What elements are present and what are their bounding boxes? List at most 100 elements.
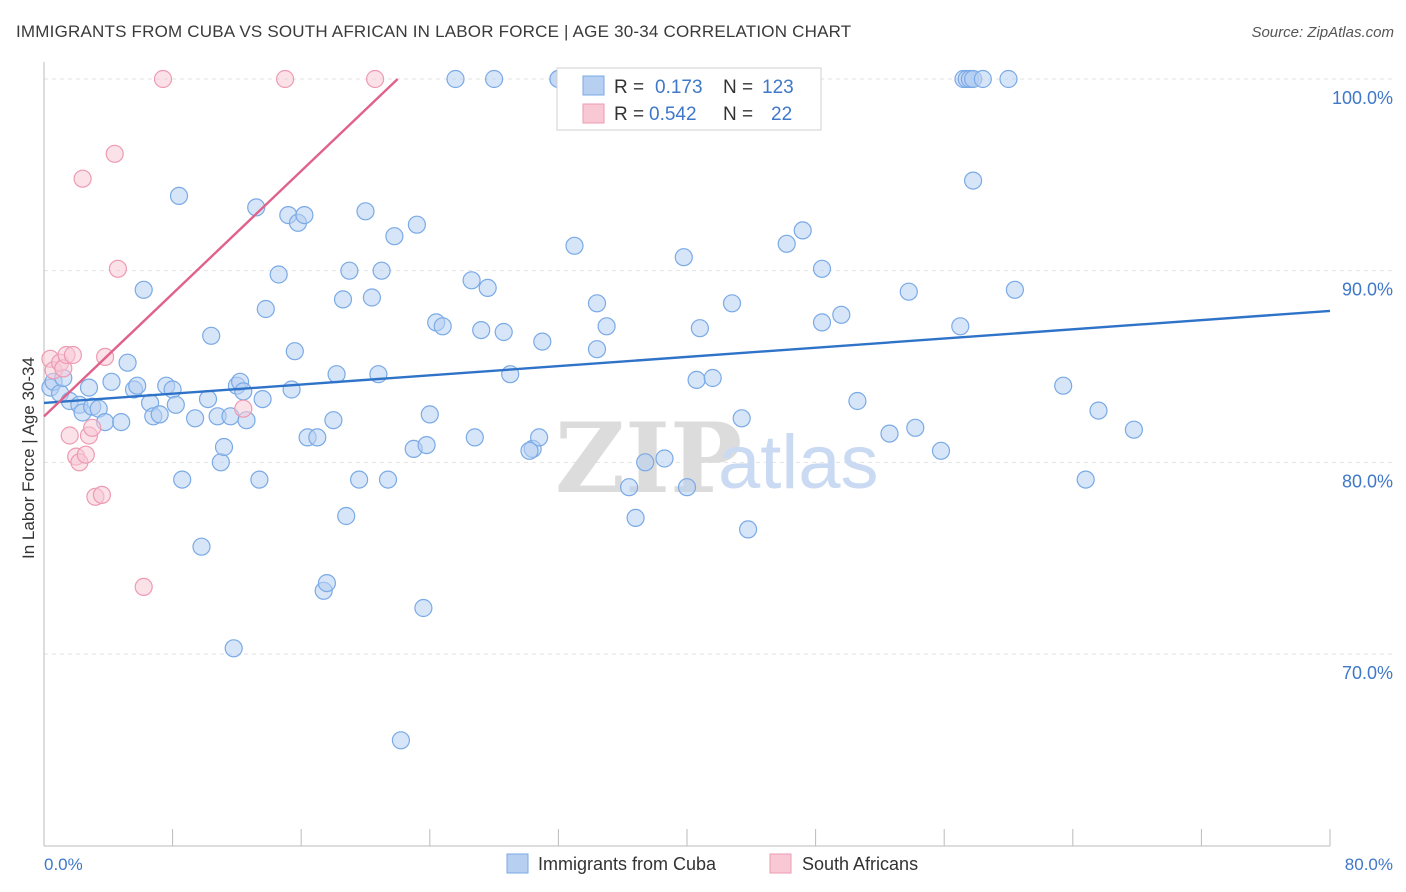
point-cuba-19 bbox=[150, 405, 169, 424]
point-cuba-26 bbox=[192, 537, 211, 556]
point-cuba-117 bbox=[973, 69, 992, 89]
legend-label-south-africans: South Africans bbox=[802, 854, 918, 874]
point-south-africans-5 bbox=[60, 426, 79, 445]
point-cuba-63 bbox=[385, 227, 404, 246]
point-cuba-105 bbox=[832, 305, 851, 324]
point-cuba-47 bbox=[295, 206, 314, 225]
point-cuba-71 bbox=[433, 317, 452, 336]
point-cuba-32 bbox=[224, 639, 243, 658]
point-cuba-54 bbox=[333, 290, 353, 309]
point-cuba-56 bbox=[340, 261, 359, 280]
point-cuba-22 bbox=[166, 395, 185, 414]
point-cuba-99 bbox=[732, 409, 751, 428]
point-cuba-98 bbox=[722, 294, 742, 313]
y-tick-labels: 100.0% 90.0% 80.0% 70.0% bbox=[1332, 88, 1393, 683]
point-south-africans-12 bbox=[83, 418, 102, 437]
point-cuba-31 bbox=[214, 437, 234, 457]
point-cuba-123 bbox=[999, 69, 1018, 89]
point-cuba-110 bbox=[931, 441, 951, 460]
point-south-africans-14 bbox=[92, 485, 112, 504]
point-cuba-109 bbox=[906, 418, 925, 437]
point-cuba-83 bbox=[533, 332, 552, 351]
point-cuba-39 bbox=[250, 470, 269, 489]
point-cuba-76 bbox=[485, 69, 504, 89]
point-south-africans-16 bbox=[105, 144, 124, 163]
point-cuba-89 bbox=[619, 478, 639, 497]
point-cuba-62 bbox=[378, 470, 398, 489]
point-cuba-58 bbox=[356, 202, 375, 221]
stats-r-value-south-africans: 0.542 bbox=[649, 104, 697, 125]
point-cuba-107 bbox=[880, 424, 899, 443]
point-cuba-104 bbox=[812, 313, 832, 332]
point-south-africans-17 bbox=[108, 259, 128, 278]
point-cuba-51 bbox=[308, 428, 327, 447]
legend-swatch-south-africans bbox=[769, 853, 792, 874]
point-cuba-66 bbox=[407, 215, 426, 234]
point-cuba-103 bbox=[812, 259, 832, 278]
x-tick-label-min: 0.0% bbox=[44, 855, 83, 874]
point-cuba-87 bbox=[587, 340, 607, 359]
point-cuba-40 bbox=[253, 390, 272, 409]
point-cuba-112 bbox=[963, 171, 983, 190]
legend-label-cuba: Immigrants from Cuba bbox=[538, 854, 717, 874]
point-cuba-52 bbox=[324, 411, 343, 430]
point-cuba-23 bbox=[173, 470, 192, 489]
point-cuba-86 bbox=[587, 294, 607, 313]
series-legend: Immigrants from Cuba South Africans bbox=[506, 853, 918, 874]
point-cuba-118 bbox=[1005, 280, 1025, 299]
point-cuba-102 bbox=[793, 221, 812, 240]
point-cuba-42 bbox=[269, 265, 288, 284]
point-cuba-88 bbox=[597, 317, 616, 336]
stats-n-label-cuba: N = bbox=[723, 77, 753, 98]
y-tick-label-1: 90.0% bbox=[1342, 280, 1393, 300]
stats-r-label-south-africans: R = bbox=[614, 104, 644, 125]
point-cuba-13 bbox=[118, 353, 137, 372]
point-cuba-12 bbox=[112, 413, 131, 432]
axes bbox=[43, 62, 1331, 847]
data-points bbox=[41, 69, 1144, 750]
y-tick-label-3: 70.0% bbox=[1342, 663, 1393, 683]
point-south-africans-19 bbox=[153, 69, 173, 89]
stats-r-value-cuba: 0.173 bbox=[655, 77, 703, 98]
y-tick-label-2: 80.0% bbox=[1342, 471, 1393, 491]
point-cuba-75 bbox=[478, 278, 497, 297]
point-cuba-25 bbox=[186, 409, 205, 428]
point-cuba-28 bbox=[202, 326, 221, 345]
point-cuba-50 bbox=[317, 573, 336, 593]
stats-n-value-south-africans: 22 bbox=[771, 104, 792, 125]
trend-line-cuba bbox=[43, 309, 1331, 405]
point-south-africans-22 bbox=[366, 69, 385, 89]
point-cuba-101 bbox=[777, 234, 796, 253]
point-cuba-45 bbox=[285, 342, 304, 361]
point-cuba-97 bbox=[703, 368, 722, 388]
point-cuba-73 bbox=[462, 271, 481, 290]
legend-swatch-cuba bbox=[506, 853, 529, 874]
point-cuba-21 bbox=[163, 380, 182, 399]
point-cuba-95 bbox=[687, 370, 706, 389]
point-cuba-108 bbox=[899, 282, 918, 301]
point-cuba-61 bbox=[372, 261, 391, 280]
point-cuba-57 bbox=[350, 470, 369, 489]
source-label: Source: ZipAtlas.com bbox=[1251, 24, 1394, 41]
point-south-africans-21 bbox=[276, 69, 295, 89]
point-south-africans-18 bbox=[134, 577, 153, 597]
stats-legend: R = 0.173 N = 123 R = 0.542 N = 22 bbox=[556, 67, 822, 131]
point-cuba-44 bbox=[282, 380, 301, 399]
point-cuba-7 bbox=[79, 378, 99, 397]
point-cuba-27 bbox=[198, 390, 218, 409]
point-cuba-96 bbox=[690, 319, 710, 338]
point-cuba-41 bbox=[256, 299, 275, 319]
stats-n-label-south-africans: N = bbox=[723, 104, 753, 125]
point-cuba-85 bbox=[565, 236, 584, 255]
y-axis-label: In Labor Force | Age 30-34 bbox=[19, 357, 38, 559]
point-cuba-77 bbox=[472, 321, 491, 340]
point-cuba-36 bbox=[234, 382, 253, 401]
point-cuba-24 bbox=[169, 186, 189, 205]
stats-n-value-cuba: 123 bbox=[762, 77, 794, 98]
watermark-atlas: atlas bbox=[718, 420, 879, 505]
point-cuba-68 bbox=[417, 436, 436, 455]
y-tick-label-0: 100.0% bbox=[1332, 88, 1393, 108]
point-cuba-53 bbox=[327, 365, 346, 384]
point-cuba-15 bbox=[128, 376, 147, 395]
